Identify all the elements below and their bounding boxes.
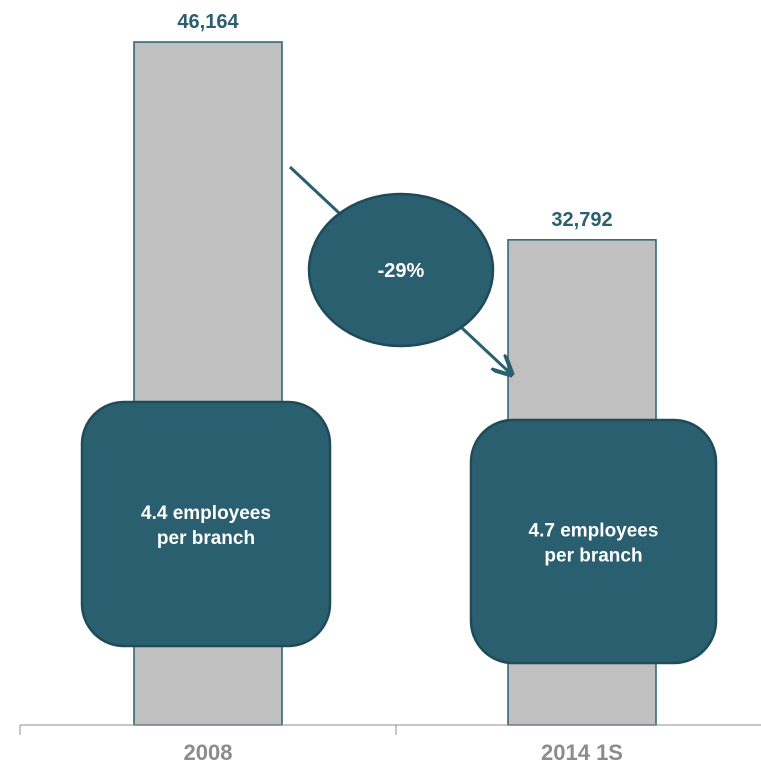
ratio-label-line1-0: 4.4 employees (141, 503, 271, 524)
x-tick-label-0: 2008 (184, 740, 233, 765)
ratio-label-line1-1: 4.7 employees (529, 521, 659, 542)
value-label-0: 46,164 (177, 11, 239, 33)
ratio-box-0 (80, 400, 332, 648)
x-tick-label-1: 2014 1S (541, 740, 623, 765)
label-layer: 46,164 32,792 2008 2014 1S (177, 11, 623, 765)
ratio-label-line2-1: per branch (544, 546, 642, 567)
value-label-1: 32,792 (551, 209, 612, 231)
annotation-layer: 4.4 employees per branch 4.7 employees per … (80, 165, 718, 665)
ratio-box-1 (469, 418, 718, 665)
ratio-label-line2-0: per branch (157, 528, 255, 549)
axis-layer (19, 724, 761, 735)
change-ellipse (307, 192, 495, 348)
change-label: -29% (378, 260, 425, 282)
